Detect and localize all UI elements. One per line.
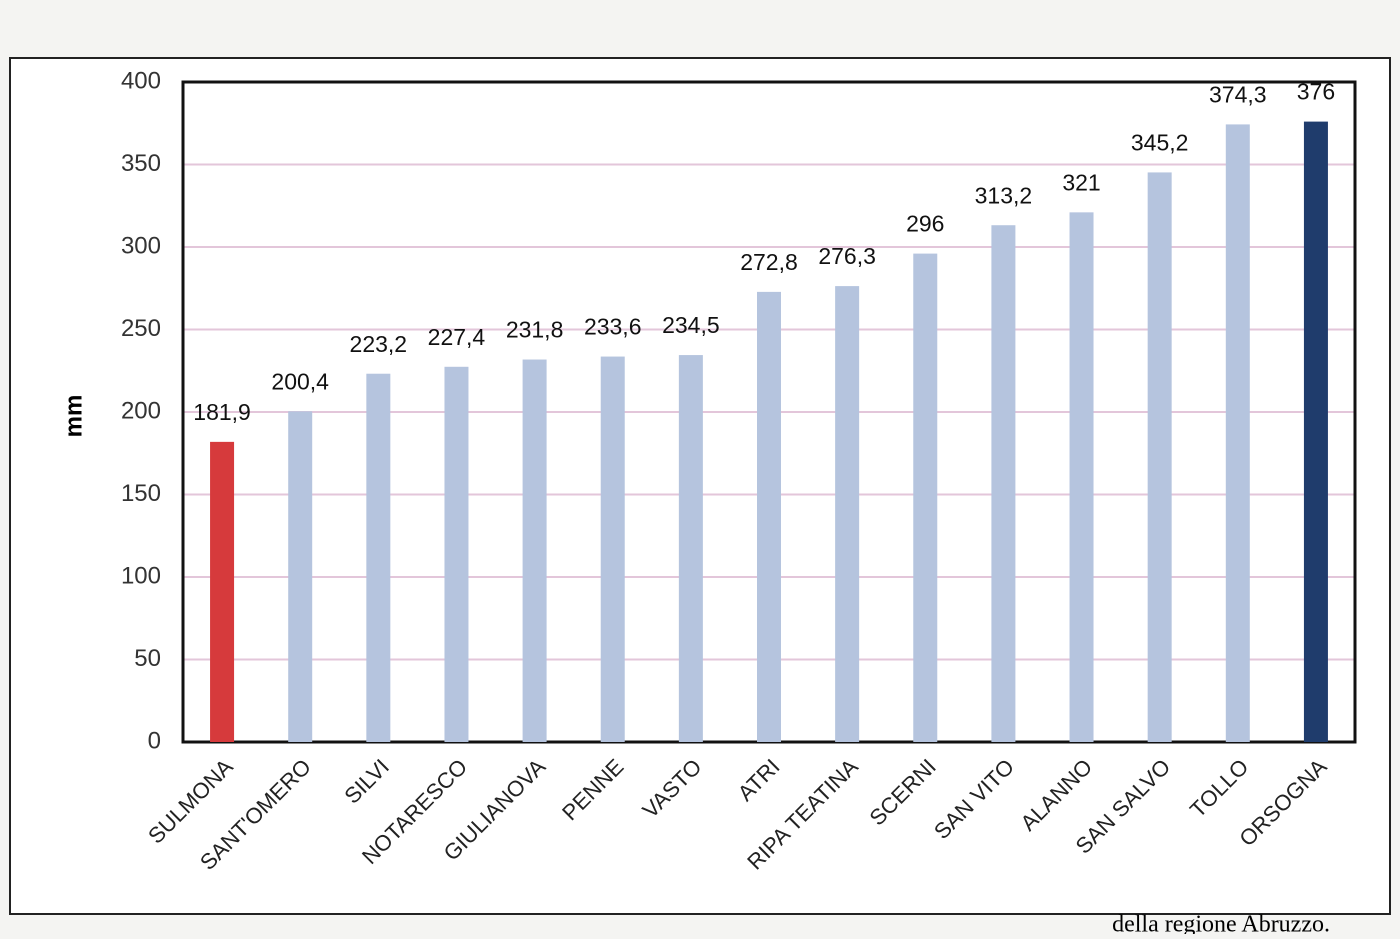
bar xyxy=(835,286,860,742)
bar xyxy=(366,373,391,742)
bar xyxy=(210,441,235,742)
y-tick-label: 350 xyxy=(121,150,161,177)
bar xyxy=(1225,124,1250,742)
value-label: 321 xyxy=(1062,169,1100,195)
bar xyxy=(913,253,938,742)
bar xyxy=(757,291,781,742)
y-axis-label: mm xyxy=(60,395,87,438)
value-label: 374,3 xyxy=(1209,81,1267,107)
y-tick-label: 50 xyxy=(134,645,161,672)
caption: della regione Abruzzo. xyxy=(1112,912,1330,935)
bar xyxy=(1147,172,1172,743)
value-label: 223,2 xyxy=(350,331,408,357)
y-tick-label: 250 xyxy=(121,315,161,342)
value-label: 234,5 xyxy=(662,312,720,338)
y-tick-label: 100 xyxy=(121,562,161,589)
value-label: 231,8 xyxy=(506,317,564,343)
y-tick-label: 300 xyxy=(121,232,161,259)
value-label: 181,9 xyxy=(193,399,251,425)
bar xyxy=(678,355,703,742)
bar xyxy=(991,225,1016,743)
bar xyxy=(1303,121,1328,743)
bar xyxy=(522,359,547,742)
value-label: 376 xyxy=(1297,79,1335,105)
value-label: 313,2 xyxy=(975,182,1033,208)
y-tick-label: 400 xyxy=(121,67,161,94)
value-label: 276,3 xyxy=(818,243,876,269)
bar xyxy=(1069,212,1094,743)
bar xyxy=(288,411,313,742)
y-tick-label: 0 xyxy=(148,727,161,754)
value-label: 200,4 xyxy=(271,368,329,394)
y-tick-label: 200 xyxy=(121,397,161,424)
value-label: 233,6 xyxy=(584,314,642,340)
y-tick-label: 150 xyxy=(121,480,161,507)
bar xyxy=(600,356,625,742)
value-label: 227,4 xyxy=(428,324,486,350)
value-label: 296 xyxy=(906,211,944,237)
bar xyxy=(444,366,469,742)
value-label: 345,2 xyxy=(1131,129,1189,155)
value-label: 272,8 xyxy=(740,249,798,275)
